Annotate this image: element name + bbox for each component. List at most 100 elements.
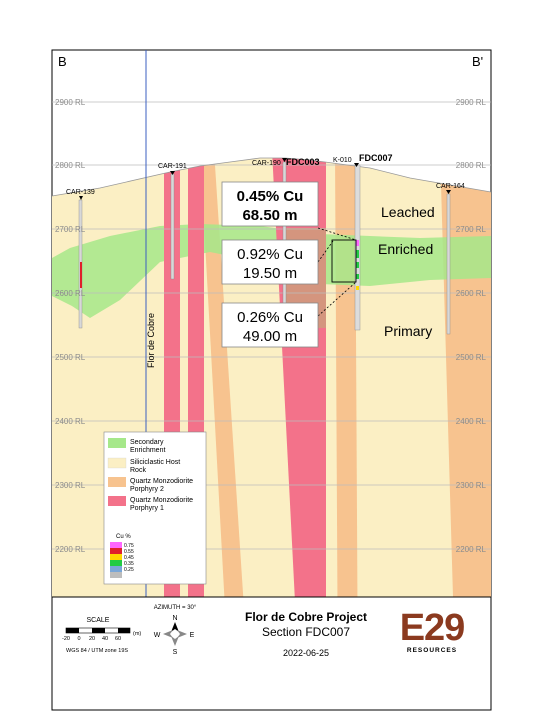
- azimuth-label: AZIMUTH = 30°: [154, 605, 197, 611]
- logo-sub: RESOURCES: [407, 647, 457, 654]
- section-start-label: B: [58, 54, 67, 69]
- legend: Secondary Enrichment Siliciclastic Host …: [103, 431, 207, 585]
- legend-item: Quartz Monzodiorite Porphyry 2: [108, 477, 193, 493]
- company-logo: E29 RESOURCES: [400, 607, 466, 654]
- rl-label: 2300 RL: [55, 481, 86, 490]
- scale-tick: 60: [115, 636, 121, 642]
- collar-car191: [170, 171, 175, 175]
- section-title: Section FDC007: [262, 625, 350, 639]
- compass-icon: AZIMUTH = 30° N S W E: [154, 605, 197, 656]
- drillhole-label: K-010: [333, 157, 352, 164]
- legend-item: Secondary Enrichment: [108, 438, 165, 454]
- rl-label: 2700 RL: [456, 225, 487, 234]
- logo-mark: E29: [400, 607, 465, 649]
- cu-value: 0.45: [124, 555, 134, 561]
- intercept-grade: 0.45% Cu: [237, 188, 304, 205]
- rl-label: 2800 RL: [55, 161, 86, 170]
- leader-lines: [317, 227, 357, 317]
- compass-n: N: [172, 615, 177, 622]
- trace-fdc007-assay-5: [356, 286, 359, 290]
- intercept-callout-1: 0.45% Cu 68.50 m: [221, 181, 319, 227]
- cu-swatch: [110, 548, 122, 554]
- rl-label: 2800 RL: [456, 161, 487, 170]
- drillhole-label: CAR-164: [436, 183, 465, 190]
- porphyry-2-east: [440, 158, 491, 597]
- cu-swatch: [110, 566, 122, 572]
- rl-label: 2600 RL: [456, 289, 487, 298]
- cu-legend-title: Cu %: [116, 534, 131, 540]
- drillhole-label: CAR-190: [252, 160, 281, 167]
- collar-fdc007: [354, 163, 359, 167]
- title-block: Flor de Cobre Project Section FDC007 202…: [245, 610, 367, 658]
- intercept-length: 19.50 m: [243, 265, 297, 282]
- fault-label: Flor de Cobre: [146, 313, 156, 368]
- cu-swatch: [110, 554, 122, 560]
- zone-label-primary: Primary: [384, 323, 432, 339]
- legend-label: Porphyry 1: [130, 505, 164, 512]
- compass-w: W: [154, 632, 161, 639]
- trace-car191: [170, 173, 175, 280]
- rl-label: 2500 RL: [456, 353, 487, 362]
- rl-labels-left: 2900 RL 2800 RL 2700 RL 2600 RL 2500 RL …: [55, 98, 86, 554]
- legend-label: Porphyry 2: [130, 486, 164, 493]
- scale-tick: 20: [89, 636, 95, 642]
- porphyry-2-left: [200, 158, 250, 597]
- rl-label: 2600 RL: [55, 289, 86, 298]
- zone-labels: Leached Enriched Primary: [378, 204, 435, 339]
- rl-label: 2400 RL: [456, 417, 487, 426]
- collar-car164: [446, 190, 451, 194]
- rl-label: 2400 RL: [55, 417, 86, 426]
- rl-label: 2700 RL: [55, 225, 86, 234]
- rl-label: 2200 RL: [456, 545, 487, 554]
- trace-fdc007-assay-3: [356, 262, 359, 268]
- cu-swatch: [110, 572, 122, 578]
- cu-value: 0.75: [124, 543, 134, 549]
- scale-tick: 0: [77, 636, 80, 642]
- intercept-grade: 0.26% Cu: [237, 309, 303, 326]
- intercept-grade: 0.92% Cu: [237, 246, 303, 263]
- scale-tick: 40: [102, 636, 108, 642]
- trace-fdc007-assay-2: [356, 250, 359, 258]
- porphyry-2-right: [335, 158, 358, 597]
- legend-label: Quartz Monzodiorite: [130, 497, 193, 504]
- legend-label: Enrichment: [130, 447, 165, 454]
- trace-car139-assay: [80, 262, 82, 288]
- collar-markers: [79, 158, 451, 200]
- compass-e: E: [190, 632, 195, 639]
- legend-label: Secondary: [130, 439, 164, 446]
- intercept-length: 68.50 m: [242, 207, 297, 224]
- zone-label-enriched: Enriched: [378, 241, 433, 257]
- topography-line: [52, 157, 491, 197]
- legend-item: Siliciclastic Host Rock: [107, 457, 180, 474]
- drillhole-label: CAR-139: [66, 189, 95, 196]
- scale-unit: (m): [133, 631, 141, 637]
- scale-tick: -20: [62, 636, 70, 642]
- legend-swatch: [108, 496, 126, 506]
- map-date: 2022-06-25: [283, 648, 329, 658]
- legend-swatch: [107, 457, 127, 469]
- rl-label: 2300 RL: [456, 481, 487, 490]
- legend-swatch: [108, 438, 126, 448]
- drillhole-label: CAR-191: [158, 163, 187, 170]
- legend-label: Rock: [130, 467, 146, 474]
- project-title: Flor de Cobre Project: [245, 610, 367, 624]
- compass-s: S: [173, 649, 178, 656]
- cu-ramp: 0.75 0.55 0.45 0.35 0.25: [110, 542, 134, 578]
- cu-swatch: [110, 560, 122, 566]
- trace-fdc007-assay-1: [356, 240, 359, 246]
- crs-label: WGS 84 / UTM zone 19S: [66, 648, 128, 654]
- collar-car139: [79, 196, 83, 200]
- drillhole-label: FDC003: [286, 157, 320, 167]
- intercept-callout-3: 0.26% Cu 49.00 m: [221, 302, 319, 348]
- rl-label: 2900 RL: [55, 98, 86, 107]
- cu-value: 0.55: [124, 549, 134, 555]
- zone-label-leached: Leached: [381, 204, 435, 220]
- secondary-enrichment: [52, 224, 491, 318]
- collar-fdc003: [282, 158, 287, 162]
- intercept-callout-2: 0.92% Cu 19.50 m: [221, 239, 319, 285]
- intercept-length: 49.00 m: [243, 328, 297, 345]
- legend-label: Siliciclastic Host: [130, 459, 180, 466]
- legend-item: Quartz Monzodiorite Porphyry 1: [108, 496, 193, 512]
- legend-swatch: [108, 477, 126, 487]
